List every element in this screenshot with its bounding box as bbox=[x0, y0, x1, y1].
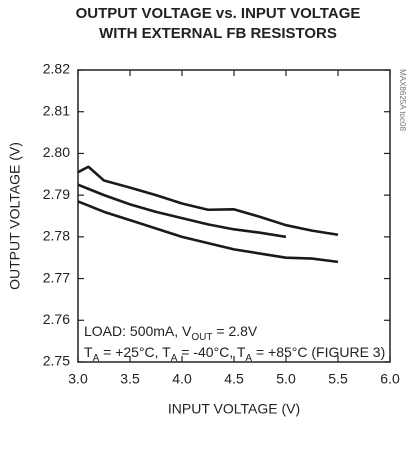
data-line bbox=[77, 165, 339, 237]
annotation-text: = +25°C, T bbox=[99, 344, 171, 360]
figure-id: MAX8625A toc08 bbox=[398, 69, 407, 131]
y-axis-label: OUTPUT VOLTAGE (V) bbox=[7, 142, 23, 290]
y-tick-label: 2.82 bbox=[43, 61, 70, 77]
data-line bbox=[77, 183, 287, 239]
x-tick-label: 3.5 bbox=[120, 371, 140, 387]
annotation-text: T bbox=[84, 344, 93, 360]
x-tick-label: 5.0 bbox=[276, 371, 296, 387]
annotation-text: = 2.8V bbox=[213, 323, 258, 339]
annotation-subscript: A bbox=[171, 353, 178, 364]
annotation-subscript: A bbox=[93, 353, 100, 364]
y-tick-label: 2.75 bbox=[43, 353, 70, 369]
annotation: LOAD: 500mA, VOUT = 2.8V bbox=[84, 323, 258, 343]
x-tick-label: 5.5 bbox=[328, 371, 348, 387]
x-axis-label: INPUT VOLTAGE (V) bbox=[168, 401, 300, 417]
annotation-subscript: A bbox=[245, 353, 252, 364]
x-tick-label: 3.0 bbox=[68, 371, 88, 387]
x-tick-label: 4.0 bbox=[172, 371, 192, 387]
data-line bbox=[77, 200, 339, 264]
annotation-subscript: OUT bbox=[191, 332, 212, 343]
x-tick-label: 6.0 bbox=[380, 371, 400, 387]
plot-frame bbox=[77, 69, 391, 363]
annotation-text: = +85°C (FIGURE 3) bbox=[252, 344, 385, 360]
chart-title: OUTPUT VOLTAGE vs. INPUT VOLTAGE bbox=[76, 5, 361, 22]
y-tick-label: 2.80 bbox=[43, 144, 70, 160]
y-tick-label: 2.81 bbox=[43, 102, 70, 118]
chart-title: WITH EXTERNAL FB RESISTORS bbox=[99, 25, 337, 42]
x-tick-label: 4.5 bbox=[224, 371, 244, 387]
y-tick-label: 2.77 bbox=[43, 269, 70, 285]
y-tick-label: 2.78 bbox=[43, 228, 70, 244]
annotation-text: LOAD: 500mA, V bbox=[84, 323, 192, 339]
y-tick-label: 2.76 bbox=[43, 311, 70, 327]
annotation-text: = -40°C, T bbox=[177, 344, 245, 360]
y-tick-label: 2.79 bbox=[43, 186, 70, 202]
annotation: TA = +25°C, TA = -40°C, TA = +85°C (FIGU… bbox=[84, 344, 385, 364]
